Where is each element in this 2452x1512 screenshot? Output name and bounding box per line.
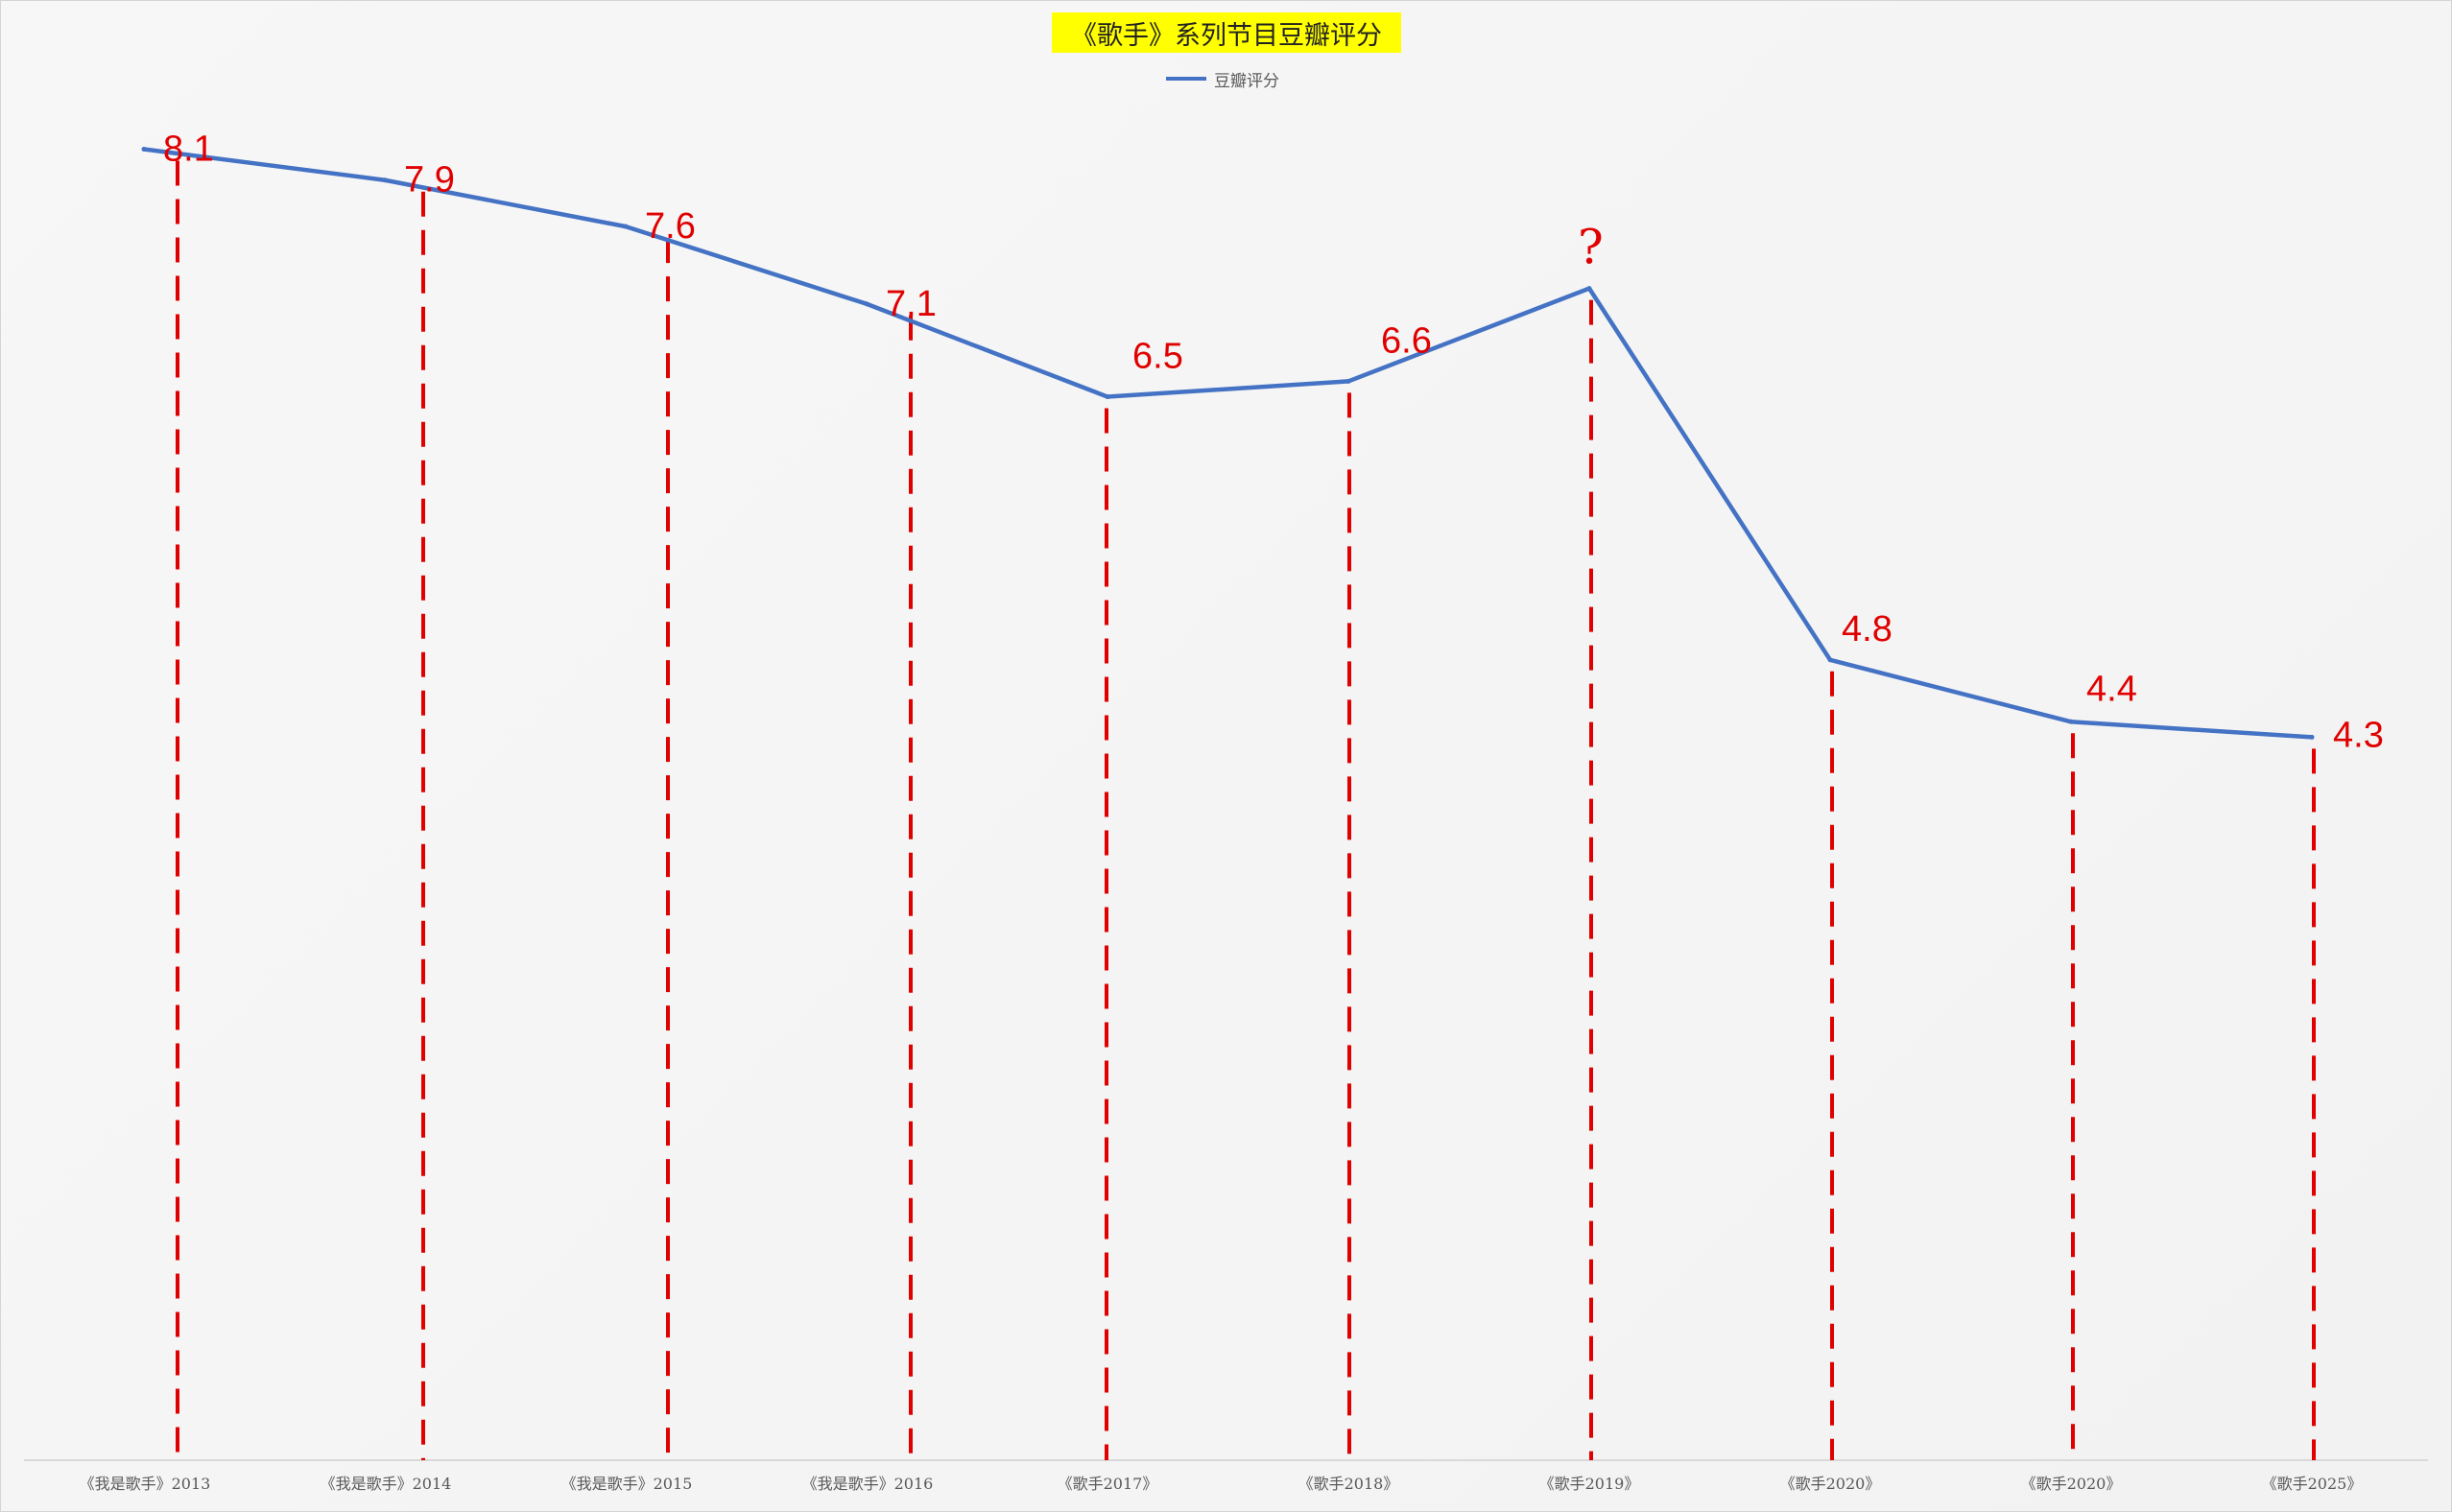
data-label: 7.6 <box>645 206 696 247</box>
x-tick-label: 《我是歌手》2013 <box>80 1475 211 1493</box>
x-tick-label: 《歌手2019》 <box>1539 1475 1640 1493</box>
x-tick-label: 《歌手2017》 <box>1058 1475 1158 1493</box>
data-label: 4.8 <box>1842 609 1893 650</box>
data-label: 7.9 <box>404 160 455 201</box>
x-tick-label: 《我是歌手》2014 <box>321 1475 452 1493</box>
data-label: 8.1 <box>163 129 214 169</box>
x-tick-label: 《我是歌手》2016 <box>802 1475 934 1493</box>
legend-line-swatch <box>1166 77 1206 81</box>
data-label: 4.3 <box>2333 715 2384 755</box>
data-point <box>1827 657 1833 663</box>
data-label: 4.4 <box>2086 669 2137 709</box>
data-point <box>2068 719 2074 724</box>
data-point <box>623 224 629 229</box>
chart-title: 《歌手》系列节目豆瓣评分 <box>1052 12 1401 53</box>
chart-legend: 豆瓣评分 <box>1166 66 1279 91</box>
x-tick-label: 《歌手2025》 <box>2262 1475 2363 1493</box>
x-tick-label: 《歌手2020》 <box>2021 1475 2122 1493</box>
data-point <box>864 301 869 307</box>
data-label: ? <box>1578 220 1604 275</box>
data-point <box>1105 394 1110 400</box>
data-label: 7.1 <box>886 284 937 324</box>
data-label: 6.6 <box>1381 320 1432 361</box>
data-point <box>2309 734 2315 740</box>
data-point <box>141 146 147 152</box>
data-point <box>1345 378 1351 384</box>
x-tick-label: 《歌手2018》 <box>1298 1475 1399 1493</box>
x-tick-label: 《歌手2020》 <box>1780 1475 1881 1493</box>
data-point <box>382 177 388 183</box>
data-point <box>1586 286 1592 292</box>
data-label: 6.5 <box>1132 337 1183 377</box>
legend-label: 豆瓣评分 <box>1214 71 1279 91</box>
x-tick-label: 《我是歌手》2015 <box>561 1475 693 1493</box>
series-line-douban <box>143 147 2313 740</box>
